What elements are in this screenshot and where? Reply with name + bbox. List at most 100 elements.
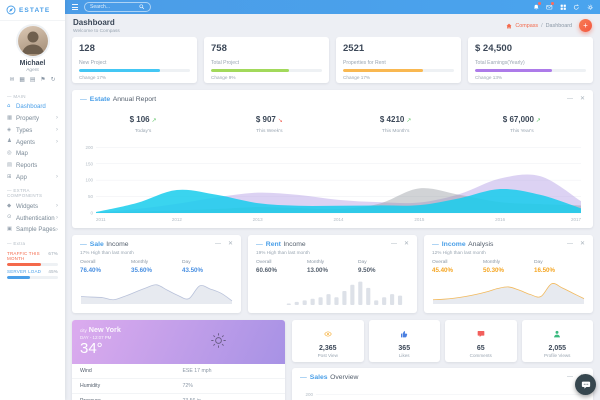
progress-track	[343, 68, 454, 72]
pages-icon: ▣	[7, 226, 13, 233]
close-icon[interactable]: ✕	[227, 241, 233, 247]
stat-label: Overall	[432, 259, 448, 265]
panel-title-accent: Rent	[265, 240, 281, 248]
messages-mail-icon[interactable]	[546, 2, 554, 11]
nav-section-extra-components: EXTRA COMPONENTS	[0, 183, 65, 200]
notes-icon[interactable]: ▤	[29, 77, 36, 83]
sun-icon	[210, 332, 227, 349]
minimize-icon[interactable]: —	[566, 241, 573, 247]
stat-value: 50.30%	[483, 266, 504, 274]
minimize-icon[interactable]: —	[566, 374, 573, 380]
svg-text:2012: 2012	[172, 217, 183, 222]
server-load-meter: SERVER LOAD 45%	[0, 266, 65, 279]
chat-fab-button[interactable]	[575, 374, 596, 395]
nav-label: Agents	[16, 138, 35, 146]
mail-icon[interactable]: ✉	[9, 77, 15, 83]
minimize-icon[interactable]: —	[566, 96, 573, 102]
income-cards-row: Sale Income — ✕ 17% High than last month…	[72, 234, 593, 313]
flag-icon[interactable]: ⚑	[40, 77, 46, 83]
refresh-icon[interactable]: ↻	[50, 77, 56, 83]
stat-label: Day	[534, 259, 543, 265]
search-icon[interactable]	[139, 4, 145, 10]
sidebar-item-map[interactable]: ◎ Map	[0, 148, 65, 160]
sidebar-item-dashboard[interactable]: ⌂ Dashboard	[0, 101, 65, 113]
sidebar-item-agents[interactable]: ♟ Agents ›	[0, 136, 65, 148]
panel-subtitle: 17% High than last month	[80, 249, 134, 255]
weather-temperature: 34°	[80, 340, 103, 357]
weather-metric-label: Wind	[80, 367, 92, 374]
sidebar-item-authentication[interactable]: ⊙ Authentication ›	[0, 212, 65, 224]
tile-value: 2,365	[318, 344, 337, 352]
panel-title: Overview	[330, 373, 359, 381]
sidebar-item-reports[interactable]: ▤ Reports	[0, 160, 65, 172]
rent-income-card: Rent Income — ✕ 19% High than last month…	[248, 234, 417, 313]
tile-label: Comments	[469, 352, 492, 358]
sidebar-item-property[interactable]: ▦ Property ›	[0, 113, 65, 125]
minimize-icon[interactable]: —	[214, 241, 221, 247]
refresh-icon[interactable]	[573, 4, 580, 11]
chevron-right-icon: ›	[55, 126, 58, 134]
dashboard-content: 128 New Project Change 17% 758 Total Pro…	[65, 36, 600, 400]
stat-label: Today's	[134, 128, 152, 134]
stat-label: Day	[182, 259, 191, 265]
minimize-icon[interactable]: —	[390, 241, 397, 247]
weather-card: city New York DAY - 12:07 PM 34° Wind ESE…	[72, 319, 285, 400]
home-icon[interactable]	[506, 23, 512, 29]
notifications-bell-icon[interactable]	[533, 2, 540, 11]
trend-up-icon: ↗	[406, 116, 412, 124]
app-logo[interactable]: ESTATE	[0, 0, 65, 21]
annual-stat-today: $ 106 ↗ Today's	[80, 109, 206, 134]
panel-controls: — ✕	[391, 241, 409, 247]
annual-stats-row: $ 106 ↗ Today's $ 907 ↘ This Week's $ 4210…	[80, 103, 585, 140]
breadcrumb-root[interactable]: Compass	[515, 22, 539, 29]
tile-label: Post View	[317, 352, 338, 358]
annual-stat-month: $ 4210 ↗ This Month's	[333, 109, 459, 134]
sidebar-item-types[interactable]: ◈ Types ›	[0, 124, 65, 136]
eye-icon	[324, 330, 332, 338]
stat-label: New Project	[79, 59, 107, 66]
apps-grid-icon[interactable]	[560, 4, 567, 11]
sidebar-item-sample-pages[interactable]: ▣ Sample Pages ›	[0, 224, 65, 236]
panel-title-accent: Sales	[309, 373, 328, 381]
avatar[interactable]	[17, 26, 48, 56]
trend-down-icon: ↘	[277, 116, 283, 124]
tile-profile-views: 2,055 Profile Views	[521, 319, 593, 362]
sidebar-item-widgets[interactable]: ◆ Widgets ›	[0, 200, 65, 212]
stat-value: $ 106	[129, 114, 150, 124]
nav-label: Map	[16, 150, 28, 158]
home-icon: ⌂	[7, 102, 11, 109]
close-icon[interactable]: ✕	[403, 241, 409, 247]
stat-value: 76.40%	[80, 266, 101, 274]
topbar	[65, 0, 600, 14]
settings-gear-icon[interactable]	[587, 4, 594, 11]
sidebar-item-app[interactable]: ⊞ App ›	[0, 172, 65, 184]
menu-toggle-icon[interactable]	[72, 4, 78, 10]
annual-report-chart: 0 50 100 150 200 2011 2012 2013 2014 2015 2016 2017	[80, 140, 585, 222]
stat-value: $ 4210	[379, 114, 405, 124]
nav-label: Sample Pages	[16, 226, 56, 234]
stat-card-properties-for-rent: 2521 Properties for Rent Change 17%	[336, 36, 461, 83]
profile-quick-actions: ✉ ▦ ▤ ⚑ ↻	[0, 77, 65, 84]
gallery-icon[interactable]: ▦	[19, 77, 25, 83]
close-icon[interactable]: ✕	[579, 96, 585, 102]
close-icon[interactable]: ✕	[579, 241, 585, 247]
traffic-meter-track	[7, 263, 58, 266]
bottom-row: city New York DAY - 12:07 PM 34° Wind ESE…	[72, 319, 593, 400]
user-profile: Michael Agent ✉ ▦ ▤ ⚑ ↻	[0, 21, 65, 86]
server-load-fill	[7, 276, 30, 279]
tile-label: Profile Views	[544, 352, 571, 358]
sale-income-sparkline	[80, 278, 233, 305]
weather-row-pressure: Pressure 23.56 in	[72, 394, 285, 400]
income-stats: Overall 60.60% Monthly 13.00% Day 9.50%	[256, 260, 409, 274]
add-button[interactable]: +	[579, 19, 592, 33]
stat-change: Change 17%	[343, 74, 371, 80]
breadcrumb-separator: /	[541, 22, 543, 29]
tile-comments: 65 Comments	[445, 319, 517, 362]
main-area: Dashboard Welcome to Compass Compass / D…	[65, 0, 600, 400]
panel-title: Analysis	[468, 240, 494, 248]
stat-card-new-project: 128 New Project Change 17%	[72, 36, 197, 83]
search-input[interactable]	[90, 4, 136, 10]
nav-section-extra: Extra	[0, 236, 65, 248]
map-icon: ◎	[7, 150, 12, 157]
